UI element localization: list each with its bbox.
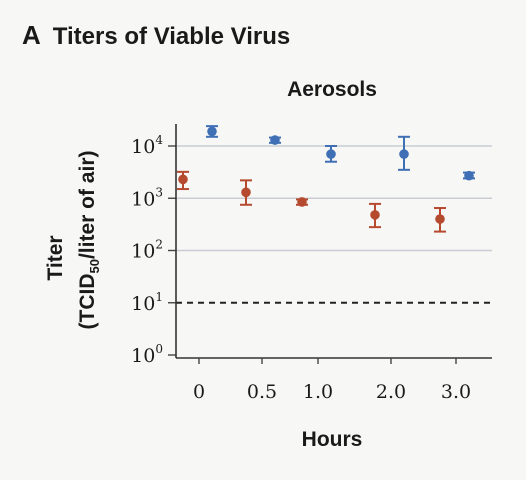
marker	[326, 149, 336, 159]
marker	[207, 126, 217, 137]
y-axis-unit-subscript: 50	[87, 259, 102, 273]
x-tick-label: 0.5	[247, 381, 277, 403]
marker	[178, 174, 188, 185]
marker	[241, 187, 251, 198]
marker	[464, 170, 474, 181]
marker	[435, 214, 445, 224]
y-axis-unit-rest: /liter of air)	[76, 151, 99, 260]
marker	[370, 210, 380, 220]
y-tick-label: 103	[131, 185, 163, 210]
data-point	[177, 170, 189, 191]
marker	[399, 149, 409, 159]
x-axis-title: Hours	[302, 428, 363, 451]
data-point	[206, 125, 218, 138]
panel-heading: A Titers of Viable Virus	[22, 20, 290, 51]
panel-title: Titers of Viable Virus	[52, 23, 291, 50]
x-tick-label: 0	[193, 381, 205, 403]
data-point	[240, 179, 252, 206]
data-point	[398, 135, 410, 171]
y-axis-title: Titer	[44, 235, 67, 280]
data-point	[369, 202, 381, 229]
y-axis-unit-main: (TCID	[76, 274, 99, 330]
data-point	[296, 197, 308, 207]
x-tick-label: 1.0	[303, 381, 333, 403]
data-point	[463, 170, 475, 181]
x-tick-label: 3.0	[441, 381, 471, 403]
y-tick-label: 104	[131, 133, 163, 158]
y-tick-label: 100	[131, 342, 163, 367]
marker	[297, 197, 307, 207]
y-axis-unit: (TCID50/liter of air)	[76, 151, 102, 330]
data-point	[434, 207, 446, 233]
y-tick-label: 102	[131, 238, 163, 263]
panel-letter: A	[22, 20, 41, 50]
y-axis-title-line1: Titer	[44, 235, 67, 280]
y-tick-label: 101	[131, 290, 163, 315]
chart-subtitle: Aerosols	[287, 78, 377, 101]
x-tick-label: 2.0	[376, 381, 406, 403]
data-point	[325, 145, 337, 163]
data-point	[269, 135, 281, 145]
marker	[270, 135, 280, 145]
